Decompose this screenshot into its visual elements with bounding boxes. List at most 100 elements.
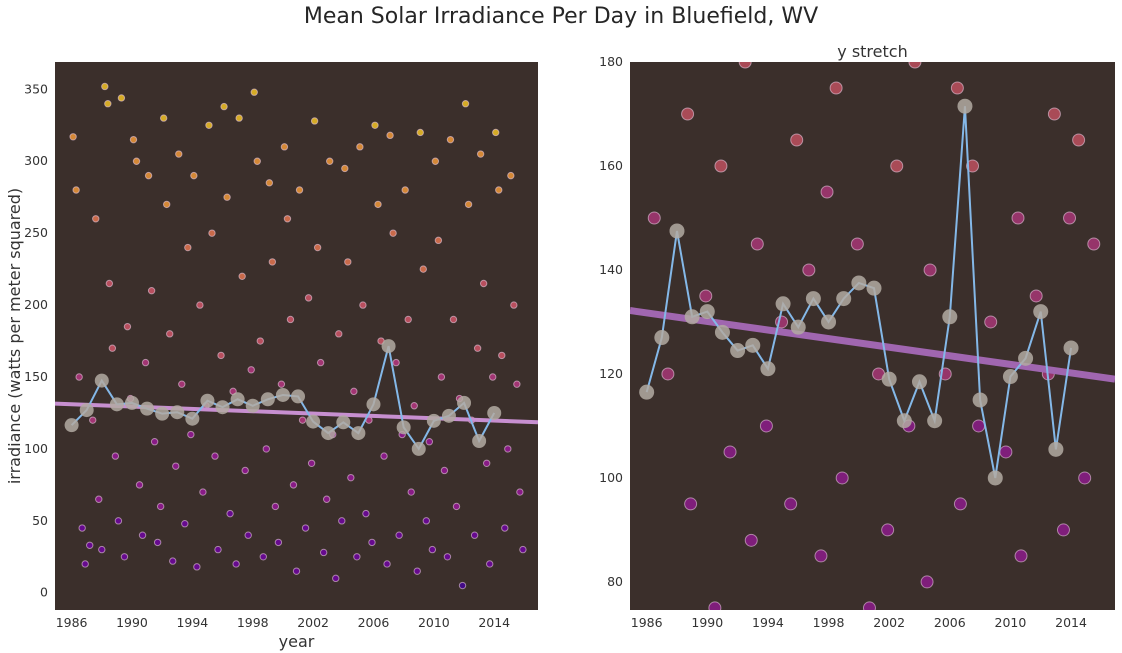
daily-point bbox=[141, 358, 150, 367]
daily-point bbox=[104, 100, 112, 108]
daily-point bbox=[295, 186, 304, 194]
yearly-mean-marker bbox=[881, 371, 897, 387]
daily-point bbox=[413, 567, 421, 575]
daily-point bbox=[289, 481, 298, 489]
daily-point bbox=[738, 62, 752, 69]
daily-point bbox=[684, 497, 698, 511]
daily-point bbox=[184, 243, 192, 252]
daily-point bbox=[313, 243, 322, 252]
daily-point bbox=[516, 488, 524, 496]
yearly-mean-marker bbox=[684, 309, 700, 325]
daily-point bbox=[132, 157, 141, 165]
daily-point bbox=[205, 121, 213, 129]
daily-point bbox=[482, 459, 491, 467]
daily-point bbox=[428, 545, 437, 554]
yearly-mean-marker bbox=[730, 343, 746, 359]
daily-point bbox=[461, 100, 470, 108]
daily-point bbox=[241, 466, 249, 475]
daily-point bbox=[510, 301, 518, 309]
daily-point bbox=[335, 330, 343, 338]
yearly-mean-marker bbox=[336, 415, 351, 430]
daily-point bbox=[280, 143, 289, 151]
daily-point bbox=[166, 330, 174, 338]
daily-point bbox=[708, 601, 722, 610]
yearly-mean-marker bbox=[896, 413, 912, 429]
daily-point bbox=[425, 438, 434, 446]
daily-point bbox=[1072, 133, 1086, 147]
chart-2: 1986 1990 1994 1998 2002 2006 2010 2014 80 100 120… bbox=[599, 42, 1115, 630]
yearly-mean-marker bbox=[230, 392, 245, 407]
daily-point bbox=[262, 445, 271, 453]
daily-point bbox=[489, 373, 497, 381]
daily-point bbox=[220, 102, 228, 111]
daily-point bbox=[259, 553, 267, 561]
yearly-mean-marker bbox=[472, 433, 487, 448]
daily-point bbox=[908, 62, 922, 69]
daily-point bbox=[1078, 471, 1092, 485]
daily-point bbox=[350, 387, 358, 396]
daily-point bbox=[380, 452, 388, 460]
yearly-mean-marker bbox=[775, 296, 791, 312]
daily-point bbox=[338, 517, 346, 525]
daily-point bbox=[452, 502, 461, 511]
daily-point bbox=[250, 88, 258, 96]
daily-point bbox=[81, 560, 89, 568]
yearly-mean-marker bbox=[654, 330, 670, 346]
x-tick-label: 1994 bbox=[752, 615, 784, 630]
daily-points bbox=[647, 62, 1101, 610]
yearly-mean-marker bbox=[821, 314, 837, 330]
yearly-mean-marker bbox=[291, 389, 306, 404]
daily-point bbox=[217, 351, 225, 360]
daily-point bbox=[238, 272, 246, 281]
daily-point bbox=[359, 301, 367, 309]
daily-point bbox=[316, 358, 325, 367]
daily-point bbox=[368, 538, 376, 547]
daily-point bbox=[790, 133, 804, 147]
daily-point bbox=[101, 82, 109, 91]
daily-point bbox=[304, 294, 313, 302]
daily-point bbox=[972, 419, 986, 433]
x-tick-label: 2010 bbox=[995, 615, 1027, 630]
daily-point bbox=[211, 452, 219, 460]
daily-point bbox=[78, 524, 86, 532]
daily-point bbox=[404, 315, 412, 324]
yearly-mean-marker bbox=[351, 426, 366, 441]
y-tick-label: 100 bbox=[24, 441, 48, 456]
x-tick-label: 1998 bbox=[237, 615, 269, 630]
y-tick-label: 50 bbox=[32, 513, 48, 528]
daily-point bbox=[470, 531, 479, 539]
yearly-mean-marker bbox=[79, 403, 94, 418]
plot-area bbox=[630, 62, 1115, 610]
daily-point bbox=[277, 380, 286, 388]
daily-point bbox=[950, 81, 964, 95]
y-axis-label: irradiance (watts per meter squared) bbox=[5, 188, 24, 484]
daily-point bbox=[244, 531, 252, 539]
y-tick-label: 250 bbox=[24, 225, 48, 240]
y-tick-label: 80 bbox=[607, 574, 623, 589]
yearly-mean-marker bbox=[1002, 369, 1018, 385]
daily-point bbox=[301, 524, 310, 532]
daily-point bbox=[723, 445, 737, 459]
daily-point bbox=[410, 402, 418, 410]
daily-point bbox=[169, 557, 177, 565]
daily-point bbox=[199, 488, 207, 496]
y-tick-label: 160 bbox=[599, 158, 623, 173]
daily-point bbox=[253, 157, 261, 165]
daily-point bbox=[232, 560, 240, 568]
daily-point bbox=[449, 315, 458, 324]
daily-point bbox=[374, 200, 382, 209]
daily-point bbox=[114, 517, 123, 525]
y-tick-label: 100 bbox=[599, 470, 623, 485]
daily-point bbox=[120, 553, 129, 561]
yearly-mean-marker bbox=[215, 400, 230, 415]
daily-point bbox=[750, 237, 764, 251]
daily-point bbox=[519, 545, 527, 554]
yearly-mean-marker bbox=[1033, 304, 1049, 320]
daily-point bbox=[498, 351, 506, 360]
yearly-mean-marker bbox=[366, 397, 381, 412]
daily-point bbox=[820, 185, 834, 199]
daily-point bbox=[153, 538, 162, 547]
daily-point bbox=[344, 258, 352, 266]
x-tick-label: 1998 bbox=[813, 615, 845, 630]
